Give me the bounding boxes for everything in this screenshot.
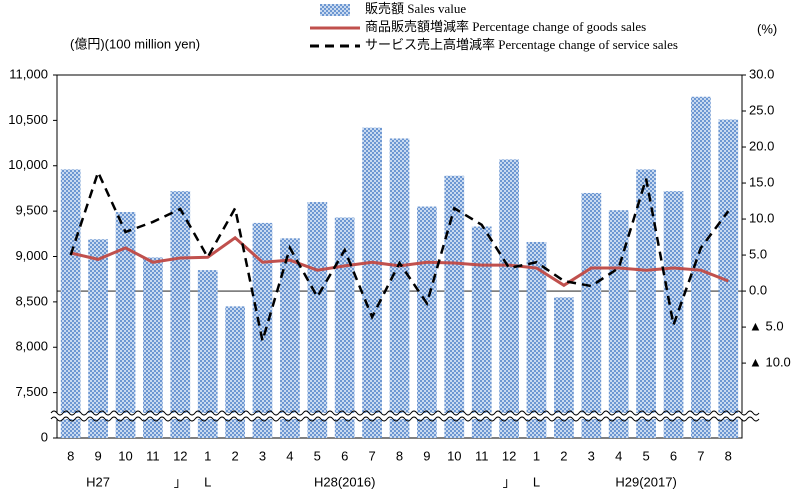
x-group-label: L bbox=[533, 474, 540, 489]
y-tick-label: 9,000 bbox=[15, 248, 48, 263]
x-tick-label: 8 bbox=[396, 448, 403, 463]
y2-tick-label: 30.0 bbox=[749, 66, 774, 81]
x-tick-label: 6 bbox=[670, 448, 677, 463]
legend-label: 販売額 Sales value bbox=[365, 1, 466, 16]
y2-tick-label: ▲ 10.0 bbox=[749, 355, 791, 370]
x-tick-label: 11 bbox=[146, 448, 160, 463]
x-tick-label: 1 bbox=[533, 448, 540, 463]
bar bbox=[389, 138, 410, 438]
x-tick-label: 9 bbox=[423, 448, 430, 463]
bar bbox=[417, 206, 437, 438]
x-tick-label: 11 bbox=[475, 448, 489, 463]
y2-tick-label: 5.0 bbox=[749, 246, 767, 261]
x-tick-label: 9 bbox=[94, 448, 101, 463]
bar bbox=[581, 192, 602, 438]
y2-tick-label: 15.0 bbox=[749, 174, 774, 189]
axis-break bbox=[50, 410, 760, 416]
x-tick-label: 6 bbox=[341, 448, 348, 463]
axis-break-band bbox=[51, 413, 748, 419]
y-tick-label: 8,500 bbox=[15, 293, 48, 308]
x-tick-label: 7 bbox=[697, 448, 704, 463]
x-group-label: H28(2016) bbox=[314, 474, 375, 489]
bar bbox=[691, 96, 711, 438]
bar bbox=[499, 159, 519, 438]
y2-tick-label: 10.0 bbox=[749, 210, 774, 225]
bar bbox=[334, 217, 355, 438]
bar bbox=[444, 175, 465, 439]
bar bbox=[636, 169, 656, 438]
x-tick-label: 1 bbox=[204, 448, 211, 463]
x-group-label: H27 bbox=[86, 474, 110, 489]
y-tick-label: 11,000 bbox=[9, 66, 48, 81]
line-series bbox=[69, 168, 730, 342]
x-tick-label: 2 bbox=[560, 448, 567, 463]
y2-unit-label: (%) bbox=[757, 21, 777, 36]
bar bbox=[280, 238, 300, 438]
y-tick-label: 9,500 bbox=[15, 203, 48, 218]
x-group-label: 」 bbox=[503, 474, 516, 489]
y-tick-label: 7,500 bbox=[15, 384, 48, 399]
x-tick-label: 5 bbox=[314, 448, 321, 463]
axis-break bbox=[50, 416, 760, 422]
y2-tick-label: 20.0 bbox=[749, 138, 774, 153]
y2-tick-label: 25.0 bbox=[749, 102, 774, 117]
x-tick-label: 8 bbox=[67, 448, 74, 463]
x-group-label: 」 bbox=[174, 474, 187, 489]
x-group-label: L bbox=[204, 474, 211, 489]
bar bbox=[225, 306, 245, 438]
x-tick-label: 4 bbox=[615, 448, 622, 463]
y-tick-label: 0 bbox=[41, 429, 48, 444]
y2-tick-label: ▲ 5.0 bbox=[749, 319, 784, 334]
bar bbox=[471, 226, 492, 438]
bar bbox=[362, 127, 382, 438]
x-tick-label: 3 bbox=[588, 448, 595, 463]
x-tick-label: 12 bbox=[502, 448, 516, 463]
bar bbox=[554, 297, 574, 438]
legend-swatch bbox=[320, 4, 350, 16]
x-tick-label: 10 bbox=[447, 448, 461, 463]
y-tick-label: 10,500 bbox=[8, 112, 48, 127]
x-tick-label: 3 bbox=[259, 448, 266, 463]
bar bbox=[170, 191, 191, 438]
x-tick-label: 2 bbox=[231, 448, 238, 463]
bar bbox=[143, 257, 163, 438]
x-tick-label: 10 bbox=[118, 448, 132, 463]
x-tick-label: 12 bbox=[173, 448, 187, 463]
y-tick-label: 8,000 bbox=[15, 339, 48, 354]
x-tick-label: 7 bbox=[368, 448, 375, 463]
legend-label: サービス売上高増減率 Percentage change of service … bbox=[365, 37, 678, 52]
bar bbox=[60, 169, 81, 438]
y-unit-label: (億円)(100 million yen) bbox=[70, 36, 200, 51]
bar bbox=[718, 119, 739, 438]
x-tick-label: 4 bbox=[286, 448, 293, 463]
x-tick-label: 5 bbox=[642, 448, 649, 463]
bar bbox=[307, 202, 328, 438]
y-tick-label: 10,000 bbox=[8, 157, 48, 172]
bar bbox=[88, 239, 108, 438]
bar bbox=[115, 212, 136, 438]
x-group-label: H29(2017) bbox=[615, 474, 676, 489]
y2-tick-label: 0.0 bbox=[749, 283, 767, 298]
line-series bbox=[70, 235, 729, 288]
bar bbox=[252, 222, 273, 438]
bar bbox=[663, 191, 684, 438]
x-tick-label: 8 bbox=[725, 448, 732, 463]
legend-label: 商品販売額増減率 Percentage change of goods sale… bbox=[365, 19, 646, 34]
bar bbox=[526, 241, 547, 438]
bar bbox=[197, 270, 218, 438]
